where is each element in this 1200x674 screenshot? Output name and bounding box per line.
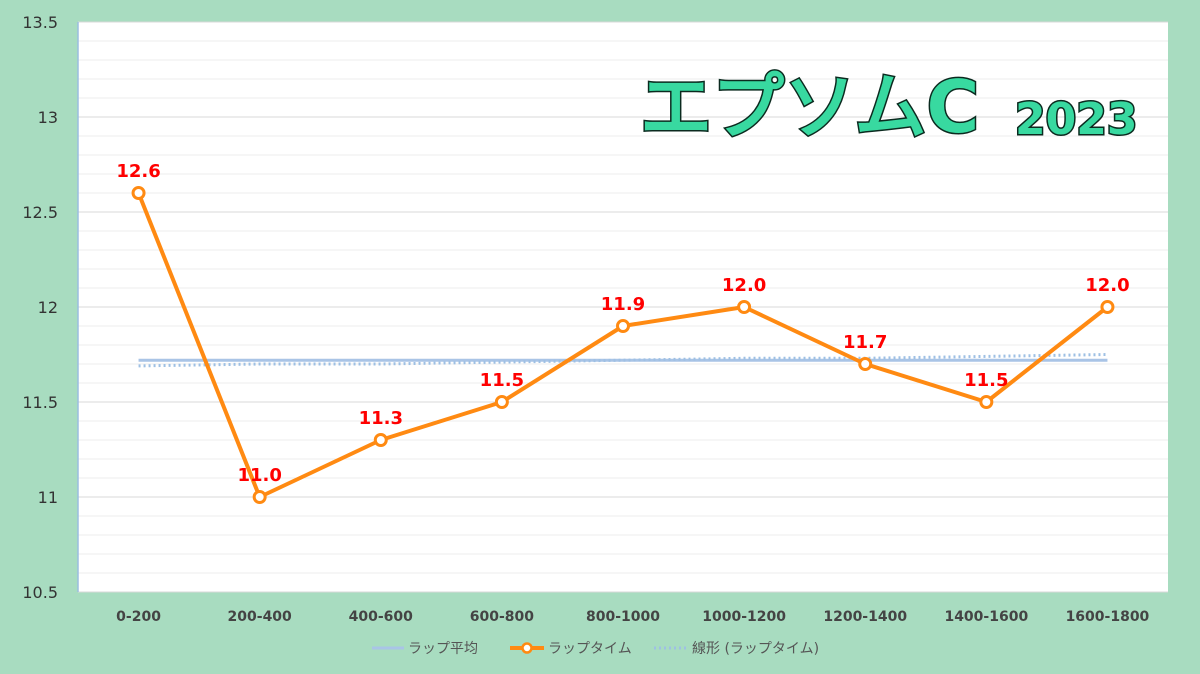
data-point-laptime	[979, 395, 994, 409]
data-point-laptime	[858, 357, 873, 371]
data-label-laptime: 12.0	[1085, 275, 1129, 296]
data-point-laptime	[131, 186, 146, 200]
data-label-laptime: 12.0	[722, 275, 766, 296]
y-tick-label: 12.5	[22, 203, 58, 222]
data-labels: 12.6 11.0 11.3 11.5 11.9 12.0 11.7 11.5 12.0	[116, 161, 1129, 486]
legend-label-trend: 線形 (ラップタイム)	[692, 641, 819, 657]
y-tick-label: 11	[38, 488, 58, 507]
y-tick-label: 10.5	[22, 583, 58, 602]
x-tick-label: 600-800	[470, 609, 535, 625]
data-point-laptime	[373, 433, 388, 447]
x-tick-label: 1000-1200	[702, 609, 786, 625]
data-point-laptime	[494, 395, 509, 409]
legend: ラップ平均 ラップタイム 線形 (ラップタイム)	[372, 641, 819, 657]
data-point-laptime	[616, 319, 630, 333]
y-tick-label: 11.5	[22, 393, 58, 412]
data-label-laptime: 11.3	[359, 408, 403, 429]
data-label-laptime: 11.5	[480, 370, 524, 391]
data-label-laptime: 12.6	[116, 161, 160, 182]
legend-item-trend: 線形 (ラップタイム)	[654, 641, 819, 657]
chart-title-text: エプソムC	[640, 65, 979, 149]
series-lines	[131, 186, 1115, 504]
y-tick-label: 12	[38, 298, 58, 317]
x-tick-label: 0-200	[116, 609, 161, 625]
data-point-laptime	[737, 300, 752, 314]
legend-label-laptime: ラップタイム	[548, 641, 632, 657]
y-tick-label: 13	[38, 108, 58, 127]
data-point-laptime	[1100, 300, 1115, 314]
x-tick-label: 1600-1800	[1066, 609, 1150, 625]
chart-title-year: 2023	[1015, 94, 1137, 145]
data-label-laptime: 11.7	[843, 332, 887, 353]
legend-label-average: ラップ平均	[408, 641, 478, 657]
x-tick-labels: 0-200 200-400 400-600 600-800 800-1000 1000-1…	[116, 609, 1149, 625]
data-label-laptime: 11.9	[601, 294, 645, 315]
data-label-laptime: 11.0	[237, 465, 281, 486]
data-point-laptime	[252, 490, 267, 504]
legend-item-laptime: ラップタイム	[510, 641, 632, 657]
series-line-trend	[138, 353, 1108, 368]
y-tick-label: 13.5	[22, 13, 58, 32]
x-tick-label: 1400-1600	[944, 609, 1028, 625]
legend-item-average: ラップ平均	[372, 641, 478, 657]
legend-marker-laptime	[521, 642, 533, 654]
x-tick-label: 400-600	[349, 609, 414, 625]
y-tick-labels: 10.5 11 11.5 12 12.5 13 13.5	[22, 13, 58, 602]
x-tick-label: 800-1000	[586, 609, 660, 625]
data-label-laptime: 11.5	[964, 370, 1008, 391]
x-tick-label: 200-400	[228, 609, 293, 625]
chart-title: エプソムC 2023	[639, 64, 1139, 151]
x-tick-label: 1200-1400	[823, 609, 907, 625]
